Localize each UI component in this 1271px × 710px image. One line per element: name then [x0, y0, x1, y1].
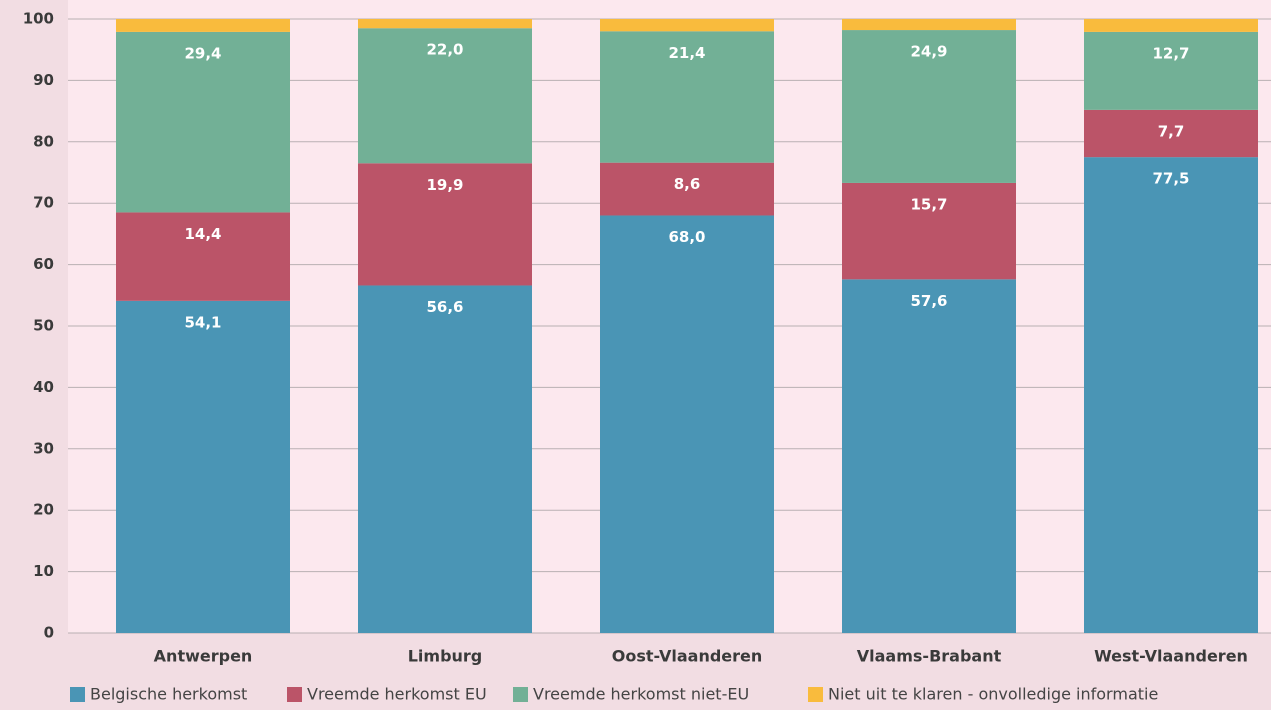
data-label: 21,4 [668, 44, 705, 62]
bar-segment [116, 212, 290, 301]
legend-label: Belgische herkomst [90, 685, 247, 704]
bar-segment [600, 31, 774, 163]
x-tick-label: West-Vlaanderen [1094, 647, 1248, 666]
legend-swatch [287, 687, 302, 702]
y-tick-label: 50 [33, 317, 54, 335]
data-label: 14,4 [184, 225, 221, 243]
y-tick-label: 0 [44, 624, 54, 642]
bar-segment [842, 182, 1016, 280]
bar-segment [842, 30, 1016, 183]
x-tick-label: Limburg [408, 647, 483, 666]
bar-segment [1084, 157, 1258, 633]
x-tick-label: Oost-Vlaanderen [612, 647, 763, 666]
data-label: 19,9 [426, 176, 463, 194]
bar-segment [842, 279, 1016, 633]
y-tick-label: 40 [33, 378, 54, 396]
bar-segment [358, 19, 532, 29]
legend-swatch [70, 687, 85, 702]
x-tick-label: Vlaams-Brabant [857, 647, 1002, 666]
bar-segment [116, 19, 290, 32]
y-tick-label: 10 [33, 562, 54, 580]
data-label: 15,7 [910, 195, 947, 213]
data-label: 22,0 [426, 41, 463, 59]
data-label: 57,6 [910, 292, 947, 310]
bar-segment [1084, 109, 1258, 158]
bar-segment [358, 163, 532, 286]
bar-segment [1084, 31, 1258, 110]
data-label: 12,7 [1152, 44, 1189, 62]
bar-segment [116, 300, 290, 633]
data-label: 7,7 [1158, 122, 1185, 140]
data-label: 54,1 [184, 313, 221, 331]
data-label: 56,6 [426, 298, 463, 316]
y-tick-label: 80 [33, 132, 54, 150]
y-tick-label: 90 [33, 71, 54, 89]
y-tick-label: 100 [23, 10, 54, 28]
bar-segment [600, 19, 774, 32]
bar-segment [600, 215, 774, 634]
bar-segment [116, 31, 290, 213]
data-label: 29,4 [184, 44, 221, 62]
data-label: 77,5 [1152, 170, 1189, 188]
legend-swatch [808, 687, 823, 702]
y-tick-label: 30 [33, 439, 54, 457]
data-label: 68,0 [668, 228, 705, 246]
y-tick-label: 60 [33, 255, 54, 273]
y-tick-label: 20 [33, 501, 54, 519]
y-tick-label: 70 [33, 194, 54, 212]
legend-swatch [513, 687, 528, 702]
bar-segment [1084, 19, 1258, 32]
bar-segment [358, 285, 532, 633]
bar-segment [358, 28, 532, 164]
data-label: 24,9 [910, 43, 947, 61]
bar-segment [600, 162, 774, 216]
legend-label: Vreemde herkomst niet-EU [533, 685, 749, 704]
legend-label: Vreemde herkomst EU [307, 685, 487, 704]
bar-segment [842, 19, 1016, 31]
data-label: 8,6 [674, 175, 701, 193]
legend-label: Niet uit te klaren - onvolledige informa… [828, 685, 1158, 704]
x-tick-label: Antwerpen [154, 647, 253, 666]
